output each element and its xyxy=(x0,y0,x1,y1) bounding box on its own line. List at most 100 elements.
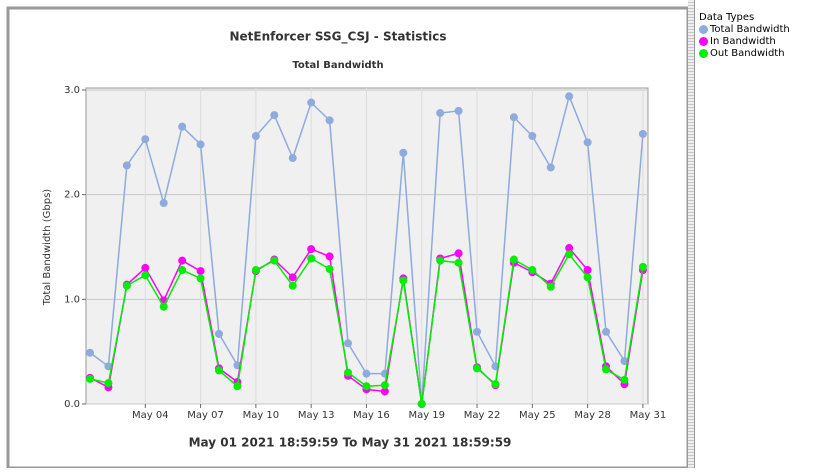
x-tick-label: May 13 xyxy=(298,410,335,421)
data-point xyxy=(159,302,168,311)
data-point xyxy=(565,92,574,101)
data-point xyxy=(307,98,316,107)
data-point xyxy=(638,129,647,138)
plot-area xyxy=(85,87,649,405)
data-point xyxy=(454,258,463,267)
data-point xyxy=(178,122,187,131)
data-point xyxy=(473,364,482,373)
x-tick-label: May 07 xyxy=(187,410,224,421)
data-point xyxy=(178,256,187,265)
data-point xyxy=(141,135,150,144)
y-tick-label: 3.0 xyxy=(64,85,80,96)
legend-label: Out Bandwidth xyxy=(710,47,785,59)
legend-item[interactable]: Total Bandwidth xyxy=(699,23,837,35)
data-point xyxy=(602,327,611,336)
x-tick-label: May 16 xyxy=(353,410,390,421)
data-point xyxy=(491,380,500,389)
legend-swatch xyxy=(699,24,708,34)
x-tick-label: May 04 xyxy=(132,410,169,421)
legend-swatch xyxy=(699,48,708,58)
data-point xyxy=(473,327,482,336)
data-point xyxy=(509,113,518,122)
data-point xyxy=(546,163,555,172)
data-point xyxy=(602,365,611,374)
legend-label: Total Bandwidth xyxy=(710,23,790,35)
data-point xyxy=(638,262,647,271)
data-point xyxy=(178,266,187,275)
x-tick-label: May 19 xyxy=(408,410,445,421)
data-point xyxy=(196,274,205,283)
data-point xyxy=(362,369,371,378)
chart-subtitle: Total Bandwidth xyxy=(292,60,383,71)
chart-panel: NetEnforcer SSG_CSJ - Statistics Total B… xyxy=(6,6,690,470)
data-point xyxy=(288,273,297,282)
data-point xyxy=(233,382,242,391)
splitter[interactable] xyxy=(688,0,694,468)
legend-item[interactable]: Out Bandwidth xyxy=(699,47,837,59)
data-point xyxy=(528,266,537,275)
data-point xyxy=(399,276,408,285)
data-point xyxy=(436,256,445,265)
y-tick-label: 2.0 xyxy=(64,190,80,201)
data-point xyxy=(528,132,537,141)
legend-item[interactable]: In Bandwidth xyxy=(699,35,837,47)
data-point xyxy=(307,245,316,254)
data-point xyxy=(436,109,445,118)
data-point xyxy=(196,140,205,149)
data-point xyxy=(86,348,94,357)
y-axis-label: Total Bandwidth (Gbps) xyxy=(42,189,53,307)
data-point xyxy=(325,264,334,273)
x-tick-label: May 28 xyxy=(574,410,611,421)
y-tick-label: 0.0 xyxy=(64,399,80,410)
data-point xyxy=(546,282,555,291)
data-point xyxy=(325,116,334,125)
data-point xyxy=(583,138,592,147)
x-tick-label: May 25 xyxy=(519,410,556,421)
data-point xyxy=(565,250,574,259)
data-point xyxy=(141,263,150,272)
legend-swatch xyxy=(699,36,708,46)
data-point xyxy=(86,374,94,383)
data-point xyxy=(344,339,353,348)
x-tick-label: May 10 xyxy=(243,410,280,421)
legend-panel: Data Types Total Bandwidth In Bandwidth Ou… xyxy=(694,0,837,468)
data-point xyxy=(620,375,629,384)
data-point xyxy=(104,362,113,371)
data-point xyxy=(159,199,168,208)
data-point xyxy=(307,254,316,263)
legend-label: In Bandwidth xyxy=(710,35,776,47)
data-point xyxy=(583,266,592,275)
data-point xyxy=(141,271,150,280)
data-point xyxy=(122,161,131,170)
data-point xyxy=(251,266,260,275)
data-point xyxy=(215,366,224,375)
data-point xyxy=(380,387,389,396)
data-point xyxy=(362,382,371,391)
chart-title: NetEnforcer SSG_CSJ - Statistics xyxy=(229,30,446,45)
y-tick-label: 1.0 xyxy=(64,294,80,305)
data-point xyxy=(344,368,353,377)
data-point xyxy=(288,154,297,163)
data-point xyxy=(417,400,426,408)
data-point xyxy=(215,329,224,338)
data-point xyxy=(270,111,279,120)
data-point xyxy=(565,244,574,253)
data-point xyxy=(583,273,592,282)
data-point xyxy=(104,379,113,388)
data-point xyxy=(454,249,463,258)
data-point xyxy=(122,281,131,290)
legend-title: Data Types xyxy=(699,12,755,23)
data-point xyxy=(196,267,205,276)
x-tick-label: May 31 xyxy=(630,410,667,421)
x-axis-label: May 01 2021 18:59:59 To May 31 2021 18:5… xyxy=(189,436,512,450)
data-point xyxy=(454,106,463,115)
data-point xyxy=(251,132,260,141)
data-point xyxy=(399,148,408,157)
data-point xyxy=(288,281,297,290)
chart: NetEnforcer SSG_CSJ - Statistics Total B… xyxy=(6,6,690,470)
x-tick-label: May 22 xyxy=(464,410,501,421)
data-point xyxy=(325,252,334,261)
data-point xyxy=(509,255,518,264)
data-point xyxy=(270,256,279,265)
legend: Total Bandwidth In Bandwidth Out Bandwidth xyxy=(699,23,837,59)
